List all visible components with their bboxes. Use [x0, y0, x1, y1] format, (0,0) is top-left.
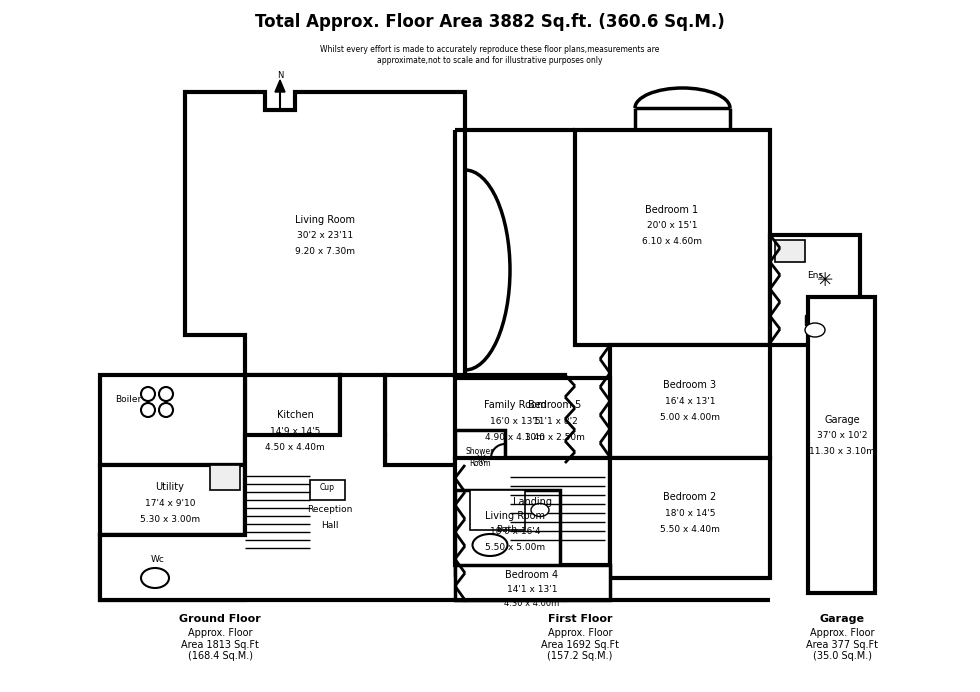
Text: 3.40 x 2.50m: 3.40 x 2.50m [525, 432, 585, 441]
Text: 30'2 x 23'11: 30'2 x 23'11 [297, 232, 353, 241]
Bar [775, 240, 805, 262]
Text: Garage: Garage [819, 614, 864, 624]
Text: Bedroom 2: Bedroom 2 [663, 492, 716, 502]
Text: 4.30 x 4.00m: 4.30 x 4.00m [505, 599, 560, 608]
Polygon shape [465, 465, 565, 600]
Polygon shape [455, 490, 560, 575]
Text: 11.30 x 3.10m: 11.30 x 3.10m [809, 448, 875, 457]
Text: 14'1 x 13'1: 14'1 x 13'1 [507, 585, 558, 594]
Text: 9.20 x 7.30m: 9.20 x 7.30m [295, 248, 355, 257]
Text: 16'0 x 13'5: 16'0 x 13'5 [490, 417, 540, 426]
Text: Bedroom 4: Bedroom 4 [506, 570, 559, 580]
Text: 4.50 x 4.40m: 4.50 x 4.40m [266, 442, 325, 451]
Text: 18'0 x 16'4: 18'0 x 16'4 [490, 527, 540, 536]
Polygon shape [455, 565, 610, 600]
Polygon shape [455, 458, 610, 565]
Text: Utility: Utility [156, 482, 184, 492]
Text: Boiler: Boiler [115, 396, 141, 405]
Polygon shape [610, 345, 770, 458]
Text: First Floor: First Floor [548, 614, 612, 624]
Bar [210, 465, 240, 490]
Text: Bath: Bath [497, 525, 517, 534]
Polygon shape [808, 297, 875, 593]
Text: 4.90 x 4.10m: 4.90 x 4.10m [485, 432, 545, 441]
Text: Hall: Hall [321, 520, 339, 529]
Bar [805, 315, 825, 325]
Text: Family Room: Family Room [484, 400, 546, 410]
Text: 5.00 x 4.00m: 5.00 x 4.00m [660, 412, 720, 421]
Text: Wc: Wc [151, 556, 165, 565]
Text: ✳: ✳ [816, 271, 833, 289]
Text: 5.50 x 4.40m: 5.50 x 4.40m [661, 525, 720, 534]
Text: 20'0 x 15'1: 20'0 x 15'1 [647, 221, 697, 230]
Text: 18'0 x 14'5: 18'0 x 14'5 [664, 509, 715, 518]
Text: 16'4 x 13'1: 16'4 x 13'1 [664, 397, 715, 406]
Text: Reception: Reception [308, 505, 353, 514]
Text: Ens: Ens [807, 271, 823, 280]
Text: 6.10 x 4.60m: 6.10 x 4.60m [642, 237, 702, 246]
Polygon shape [100, 375, 245, 465]
Text: Total Approx. Floor Area 3882 Sq.ft. (360.6 Sq.M.): Total Approx. Floor Area 3882 Sq.ft. (36… [255, 13, 725, 31]
Text: Whilst every effort is made to accurately reproduce these floor plans,measuremen: Whilst every effort is made to accuratel… [320, 45, 660, 64]
Polygon shape [465, 375, 565, 465]
Text: Living Room: Living Room [295, 215, 355, 225]
Bar [142, 560, 168, 572]
Text: Approx. Floor
Area 1813 Sq.Ft
(168.4 Sq.M.): Approx. Floor Area 1813 Sq.Ft (168.4 Sq.… [181, 628, 259, 661]
Text: Living Room: Living Room [485, 511, 545, 521]
Polygon shape [575, 130, 770, 345]
Text: Bedroom 1: Bedroom 1 [646, 205, 699, 215]
Polygon shape [770, 235, 860, 345]
Ellipse shape [805, 323, 825, 337]
Polygon shape [275, 80, 285, 92]
Polygon shape [245, 375, 385, 465]
Polygon shape [185, 92, 465, 435]
Text: Room: Room [469, 459, 491, 468]
Text: 11'1 x 8'2: 11'1 x 8'2 [532, 417, 577, 426]
Bar [355, 440, 380, 460]
Text: 5.50 x 5.00m: 5.50 x 5.00m [485, 543, 545, 552]
Text: Bedroom 3: Bedroom 3 [663, 380, 716, 390]
Ellipse shape [531, 504, 549, 516]
Text: Ground Floor: Ground Floor [179, 614, 261, 624]
Text: N: N [276, 71, 283, 80]
Ellipse shape [141, 568, 169, 588]
Text: 5.30 x 3.00m: 5.30 x 3.00m [140, 514, 200, 524]
Polygon shape [100, 465, 245, 535]
Polygon shape [455, 378, 610, 458]
Text: 17'4 x 9'10: 17'4 x 9'10 [145, 498, 195, 507]
Text: Cup: Cup [319, 484, 334, 493]
Text: Approx. Floor
Area 377 Sq.Ft
(35.0 Sq.M.): Approx. Floor Area 377 Sq.Ft (35.0 Sq.M.… [806, 628, 878, 661]
Text: Bedroom 5: Bedroom 5 [528, 400, 581, 410]
Text: Shower: Shower [466, 448, 494, 457]
Text: 14'9 x 14'5: 14'9 x 14'5 [270, 426, 320, 435]
Polygon shape [100, 375, 465, 600]
Bar [310, 480, 345, 500]
Text: Kitchen: Kitchen [276, 410, 314, 420]
Bar [470, 490, 525, 530]
Text: Landing: Landing [513, 497, 552, 507]
Text: Garage: Garage [824, 415, 859, 425]
Polygon shape [455, 430, 505, 490]
Text: ✳: ✳ [473, 453, 486, 468]
Polygon shape [100, 535, 245, 600]
Polygon shape [610, 458, 770, 578]
Ellipse shape [472, 534, 508, 556]
Text: Approx. Floor
Area 1692 Sq.Ft
(157.2 Sq.M.): Approx. Floor Area 1692 Sq.Ft (157.2 Sq.… [541, 628, 619, 661]
Text: 37'0 x 10'2: 37'0 x 10'2 [816, 432, 867, 441]
